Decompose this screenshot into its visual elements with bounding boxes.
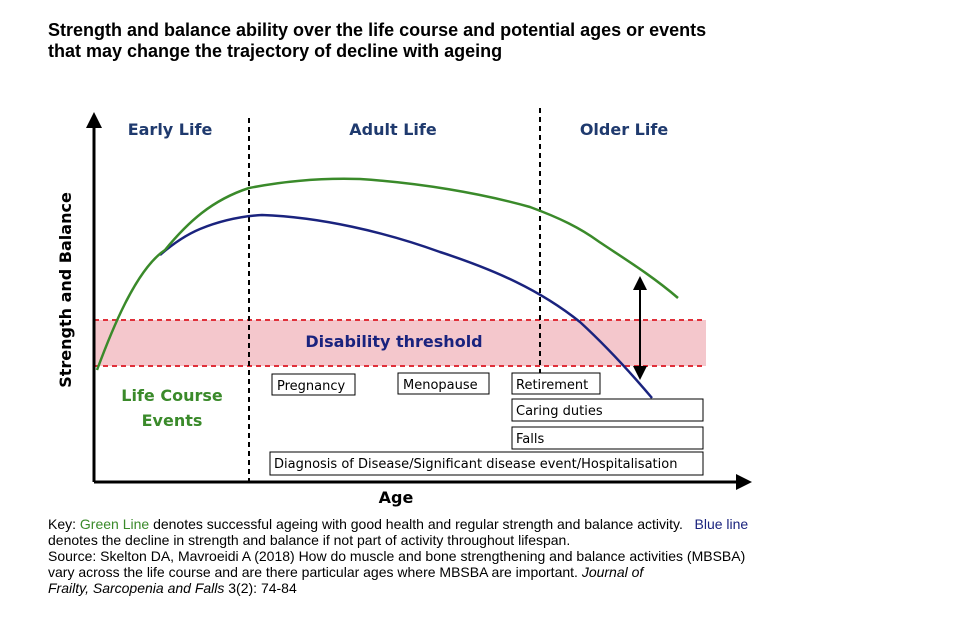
- source-line-3: Frailty, Sarcopenia and Falls 3(2): 74-8…: [48, 580, 928, 596]
- page-title: Strength and balance ability over the li…: [48, 20, 928, 62]
- green-line: [95, 177, 679, 371]
- key-blue-term: Blue line: [694, 516, 749, 532]
- source-citation: 3(2): 74-84: [224, 580, 297, 596]
- source-journal-part-1: Journal of: [581, 564, 644, 580]
- phase-older-life: Older Life: [580, 120, 668, 139]
- phase-adult-life: Adult Life: [349, 120, 437, 139]
- source-line-1: Source: Skelton DA, Mavroeidi A (2018) H…: [48, 548, 746, 564]
- events-heading-line-1: Life Course: [121, 386, 223, 405]
- source-journal-part-2: Frailty, Sarcopenia and Falls: [48, 580, 225, 596]
- threshold-label: Disability threshold: [305, 332, 482, 351]
- phase-early-life: Early Life: [128, 120, 213, 139]
- event-retirement-label: Retirement: [516, 378, 588, 393]
- event-falls: Falls: [511, 426, 704, 450]
- event-falls-label: Falls: [516, 432, 544, 447]
- event-pregnancy: Pregnancy: [271, 373, 356, 396]
- title-line-1: Strength and balance ability over the li…: [48, 20, 707, 40]
- event-pregnancy-label: Pregnancy: [277, 379, 346, 394]
- key-and-source: Key: Green Line denotes successful agein…: [48, 516, 928, 596]
- key-green-text: denotes successful ageing with good heal…: [149, 516, 695, 532]
- source-line-2: vary across the life course and are ther…: [48, 564, 928, 580]
- key-prefix: Key:: [48, 516, 80, 532]
- x-axis-label: Age: [379, 488, 414, 507]
- y-axis-arrowhead: [86, 112, 102, 128]
- key-green-term: Green Line: [79, 516, 150, 532]
- event-diagnosis: Diagnosis of Disease/Significant disease…: [269, 451, 704, 476]
- title-line-2: that may change the trajectory of declin…: [48, 41, 503, 61]
- gap-arrowhead-top: [633, 276, 647, 290]
- x-axis-arrowhead: [736, 474, 752, 490]
- blue-line: [159, 213, 653, 399]
- threshold-band: [94, 320, 706, 366]
- event-retirement: Retirement: [511, 372, 601, 395]
- key-line-2: denotes the decline in strength and bala…: [48, 532, 571, 548]
- event-diagnosis-label: Diagnosis of Disease/Significant disease…: [274, 457, 677, 472]
- events-heading-line-2: Events: [142, 411, 203, 430]
- source-line-2-plain: vary across the life course and are ther…: [48, 564, 582, 580]
- event-menopause: Menopause: [397, 372, 490, 395]
- key-line-1: Key: Green Line denotes successful agein…: [48, 516, 928, 532]
- gap-arrowhead-bottom: [633, 366, 647, 380]
- event-caring-duties: Caring duties: [511, 398, 704, 422]
- y-axis-label: Strength and Balance: [56, 192, 75, 388]
- event-caring-label: Caring duties: [516, 404, 603, 419]
- event-menopause-label: Menopause: [403, 378, 478, 393]
